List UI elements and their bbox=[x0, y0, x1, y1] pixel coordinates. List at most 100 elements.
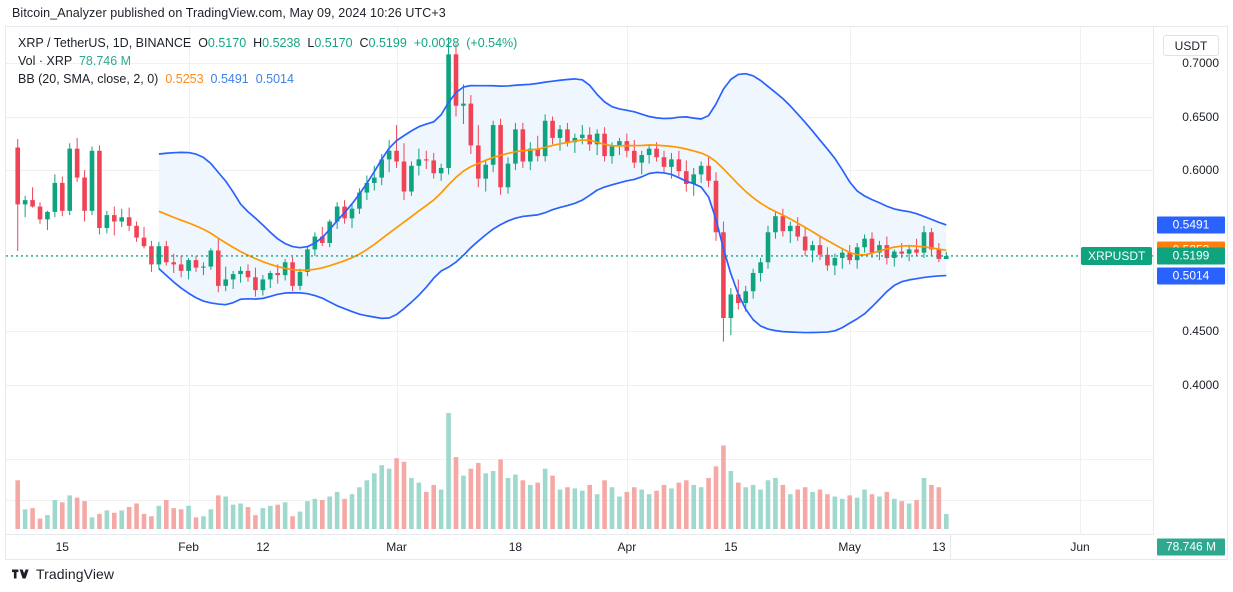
candle-body bbox=[193, 260, 199, 268]
grid-line-horizontal bbox=[6, 459, 1154, 461]
volume-bar bbox=[579, 490, 585, 529]
candle-body bbox=[899, 251, 905, 254]
volume-bar bbox=[654, 490, 659, 529]
tradingview-footer: TradingView bbox=[12, 566, 114, 582]
candle-body bbox=[245, 270, 251, 278]
volume-bar bbox=[899, 501, 905, 529]
candle-body bbox=[74, 148, 80, 178]
volume-bar bbox=[319, 500, 325, 529]
candle-body bbox=[59, 182, 65, 211]
volume-bar bbox=[572, 488, 578, 529]
volume-bar bbox=[713, 466, 719, 529]
currency-chip[interactable]: USDT bbox=[1163, 35, 1219, 56]
candle-body bbox=[67, 148, 73, 211]
volume-bar bbox=[371, 473, 377, 529]
time-scale-tick: Apr bbox=[617, 540, 637, 554]
price-pane[interactable]: XRPUSDT bbox=[6, 27, 1154, 534]
candle-body bbox=[683, 171, 689, 185]
candle-body bbox=[364, 182, 370, 193]
volume-bar bbox=[587, 484, 593, 529]
tradingview-logo-icon bbox=[12, 569, 29, 579]
time-scale[interactable]: 15 Feb 12 Mar 18 Apr 15 May 13 Jun bbox=[6, 534, 1154, 559]
volume-bar bbox=[676, 482, 682, 529]
candle-body bbox=[431, 160, 437, 174]
candles bbox=[15, 37, 949, 342]
candlestick-plot bbox=[6, 37, 1154, 529]
candle-body bbox=[230, 274, 236, 280]
candle-body bbox=[22, 200, 28, 205]
candle-body bbox=[572, 137, 578, 143]
attribution-text: Bitcoin_Analyzer published on TradingVie… bbox=[12, 6, 446, 20]
candle-body bbox=[386, 150, 392, 160]
candle-body bbox=[505, 163, 511, 188]
candle-body bbox=[639, 155, 645, 163]
candle-body bbox=[527, 148, 533, 162]
candle-body bbox=[89, 150, 95, 211]
candle-body bbox=[446, 54, 451, 168]
candle-body bbox=[156, 246, 162, 265]
candle-body bbox=[921, 232, 927, 253]
grid-line-horizontal bbox=[6, 384, 1154, 386]
volume-bar bbox=[334, 491, 340, 529]
price-scale-badge-last-price: 0.5199 bbox=[1157, 247, 1225, 265]
volume-bar bbox=[862, 489, 867, 529]
volume-bar bbox=[253, 515, 258, 529]
candle-body bbox=[691, 174, 697, 185]
volume-bar bbox=[59, 502, 65, 529]
candle-body bbox=[891, 251, 897, 258]
candle-body bbox=[357, 192, 362, 209]
candle-body bbox=[609, 146, 615, 157]
candle-body bbox=[758, 262, 763, 273]
candle-body bbox=[416, 159, 422, 166]
volume-bar bbox=[936, 487, 942, 529]
volume-bar bbox=[67, 495, 73, 529]
volume-bar bbox=[609, 487, 615, 529]
volume-bar bbox=[795, 489, 801, 529]
time-scale-tick: May bbox=[838, 540, 862, 554]
time-scale-divider bbox=[950, 535, 951, 559]
candle-body bbox=[401, 161, 407, 192]
volume-bar bbox=[74, 497, 80, 529]
candle-body bbox=[438, 167, 444, 174]
candle-body bbox=[594, 133, 600, 145]
volume-bar bbox=[260, 508, 266, 529]
price-scale-badge-bb-upper: 0.5491 bbox=[1157, 216, 1225, 234]
candle-body bbox=[119, 217, 125, 222]
candle-body bbox=[721, 232, 726, 319]
candle-body bbox=[847, 252, 853, 261]
candle-body bbox=[97, 150, 102, 228]
price-scale-tick: 0.4500 bbox=[1182, 323, 1219, 338]
volume-bar bbox=[37, 518, 43, 529]
candle-body bbox=[654, 148, 659, 158]
volume-bar bbox=[126, 506, 132, 529]
price-scale[interactable]: USDT 0.7000 0.6500 0.6000 0.4500 0.4000 0.549… bbox=[1153, 27, 1227, 559]
volume-bar bbox=[379, 465, 385, 529]
candle-body bbox=[676, 159, 682, 172]
candle-body bbox=[854, 247, 860, 261]
volume-bar bbox=[839, 498, 845, 529]
candle-body bbox=[468, 103, 474, 146]
candle-body bbox=[82, 177, 87, 211]
volume-bar bbox=[854, 497, 860, 529]
candle-body bbox=[141, 237, 147, 247]
candle-body bbox=[906, 249, 912, 254]
candle-body bbox=[319, 236, 325, 243]
volume-bar bbox=[171, 508, 177, 529]
volume-bar bbox=[646, 494, 652, 529]
volume-bar bbox=[765, 480, 771, 529]
volume-bar bbox=[186, 505, 191, 529]
candle-body bbox=[15, 147, 21, 205]
volume-bar bbox=[215, 495, 221, 529]
volume-bar bbox=[401, 461, 407, 529]
volume-bar bbox=[631, 487, 637, 529]
volume-bar bbox=[364, 480, 370, 529]
volume-bar bbox=[691, 484, 697, 529]
volume-bar bbox=[884, 491, 890, 529]
volume-bar bbox=[119, 510, 125, 529]
candle-body bbox=[617, 141, 622, 147]
candle-body bbox=[453, 54, 459, 106]
candle-body bbox=[513, 129, 518, 164]
time-scale-tick: Jun bbox=[1070, 540, 1090, 554]
volume-bar bbox=[906, 503, 912, 529]
